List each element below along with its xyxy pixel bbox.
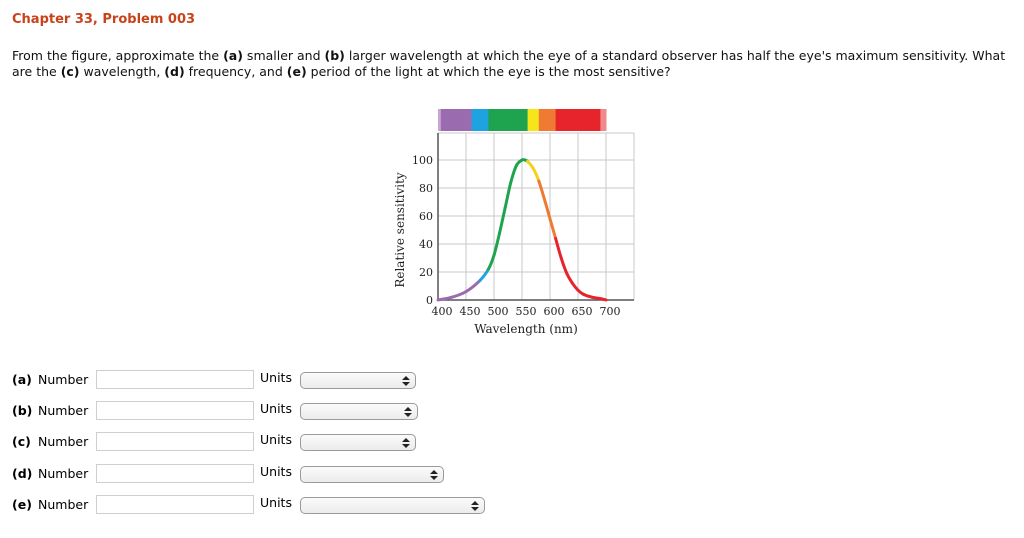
- select-arrows-icon: [404, 405, 412, 418]
- svg-text:450: 450: [460, 305, 481, 318]
- select-arrows-icon: [402, 436, 410, 449]
- svg-text:650: 650: [572, 305, 593, 318]
- spectrum-band: [555, 109, 601, 131]
- svg-text:400: 400: [432, 305, 453, 318]
- svg-text:0: 0: [426, 294, 433, 307]
- spectrum-band: [538, 109, 557, 131]
- spectrum-band: [471, 109, 489, 131]
- svg-text:Relative sensitivity: Relative sensitivity: [393, 172, 407, 288]
- problem-statement: From the figure, approximate the (a) sma…: [12, 48, 1012, 80]
- number-label: Number: [38, 434, 89, 449]
- svg-text:550: 550: [516, 305, 537, 318]
- problem-text: smaller and: [242, 48, 325, 63]
- part-marker: (e): [286, 64, 307, 79]
- problem-text: frequency, and: [184, 64, 287, 79]
- part-marker: (b): [324, 48, 345, 63]
- part-label: (a): [12, 372, 32, 387]
- part-marker: (a): [223, 48, 243, 63]
- svg-text:100: 100: [412, 154, 433, 167]
- svg-text:20: 20: [419, 266, 433, 279]
- spectrum-band: [527, 109, 540, 131]
- units-label: Units: [260, 432, 292, 447]
- units-select[interactable]: [300, 372, 416, 389]
- select-arrows-icon: [402, 374, 410, 387]
- number-label: Number: [38, 403, 89, 418]
- number-input[interactable]: [96, 495, 254, 514]
- part-label: (d): [12, 466, 33, 481]
- problem-text: wavelength,: [79, 64, 165, 79]
- svg-text:80: 80: [419, 182, 433, 195]
- units-select[interactable]: [300, 434, 416, 451]
- units-select[interactable]: [300, 403, 418, 420]
- select-arrows-icon: [471, 499, 479, 512]
- svg-text:40: 40: [419, 238, 433, 251]
- number-input[interactable]: [96, 464, 254, 483]
- units-label: Units: [260, 370, 292, 385]
- spectrum-band: [440, 109, 473, 131]
- number-label: Number: [38, 497, 89, 512]
- number-input[interactable]: [96, 401, 254, 420]
- svg-text:700: 700: [600, 305, 621, 318]
- units-select[interactable]: [300, 466, 444, 483]
- number-label: Number: [38, 466, 89, 481]
- units-label: Units: [260, 401, 292, 416]
- part-marker: (c): [60, 64, 80, 79]
- svg-text:60: 60: [419, 210, 433, 223]
- svg-text:500: 500: [488, 305, 509, 318]
- problem-title: Chapter 33, Problem 003: [12, 12, 196, 27]
- svg-text:Wavelength (nm): Wavelength (nm): [474, 322, 578, 336]
- spectrum-band: [600, 109, 607, 131]
- units-label: Units: [260, 464, 292, 479]
- problem-text: period of the light at which the eye is …: [306, 64, 671, 79]
- number-input[interactable]: [96, 370, 254, 389]
- units-label: Units: [260, 495, 292, 510]
- svg-text:600: 600: [544, 305, 565, 318]
- problem-text: From the figure, approximate the: [12, 48, 224, 63]
- part-label: (b): [12, 403, 33, 418]
- part-label: (e): [12, 497, 32, 512]
- sensitivity-figure: 0 20 40 60 80 100 400 450 500 550 600 650 700 Wavelen…: [390, 105, 640, 350]
- number-label: Number: [38, 372, 89, 387]
- select-arrows-icon: [430, 468, 438, 481]
- part-marker: (d): [164, 64, 185, 79]
- part-label: (c): [12, 434, 31, 449]
- number-input[interactable]: [96, 432, 254, 451]
- spectrum-band: [438, 109, 442, 131]
- units-select[interactable]: [300, 497, 485, 514]
- spectrum-band: [488, 109, 529, 131]
- problem-text: larger wavelength at which the eye of a …: [12, 48, 1006, 79]
- sensitivity-chart: 0 20 40 60 80 100 400 450 500 550 600 650 700 Wavelen…: [393, 109, 635, 336]
